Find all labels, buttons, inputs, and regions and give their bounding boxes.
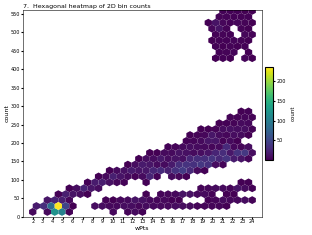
Text: 7.  Hexagonal heatmap of 2D bin counts: 7. Hexagonal heatmap of 2D bin counts (23, 4, 150, 9)
Y-axis label: count: count (291, 106, 296, 121)
X-axis label: wPts: wPts (135, 226, 150, 231)
Y-axis label: count: count (4, 105, 9, 122)
